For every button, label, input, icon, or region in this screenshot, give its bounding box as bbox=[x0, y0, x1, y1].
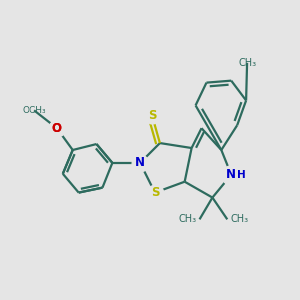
Text: CH₃: CH₃ bbox=[238, 58, 256, 68]
Text: N: N bbox=[135, 156, 145, 170]
Text: N: N bbox=[226, 168, 236, 181]
Text: CH₃: CH₃ bbox=[230, 214, 248, 224]
Text: H: H bbox=[237, 170, 245, 180]
Text: S: S bbox=[151, 186, 159, 199]
Text: CH₃: CH₃ bbox=[178, 214, 196, 224]
Text: OCH₃: OCH₃ bbox=[22, 106, 46, 115]
Text: O: O bbox=[52, 122, 62, 135]
Text: S: S bbox=[148, 109, 156, 122]
Text: O: O bbox=[52, 122, 62, 135]
